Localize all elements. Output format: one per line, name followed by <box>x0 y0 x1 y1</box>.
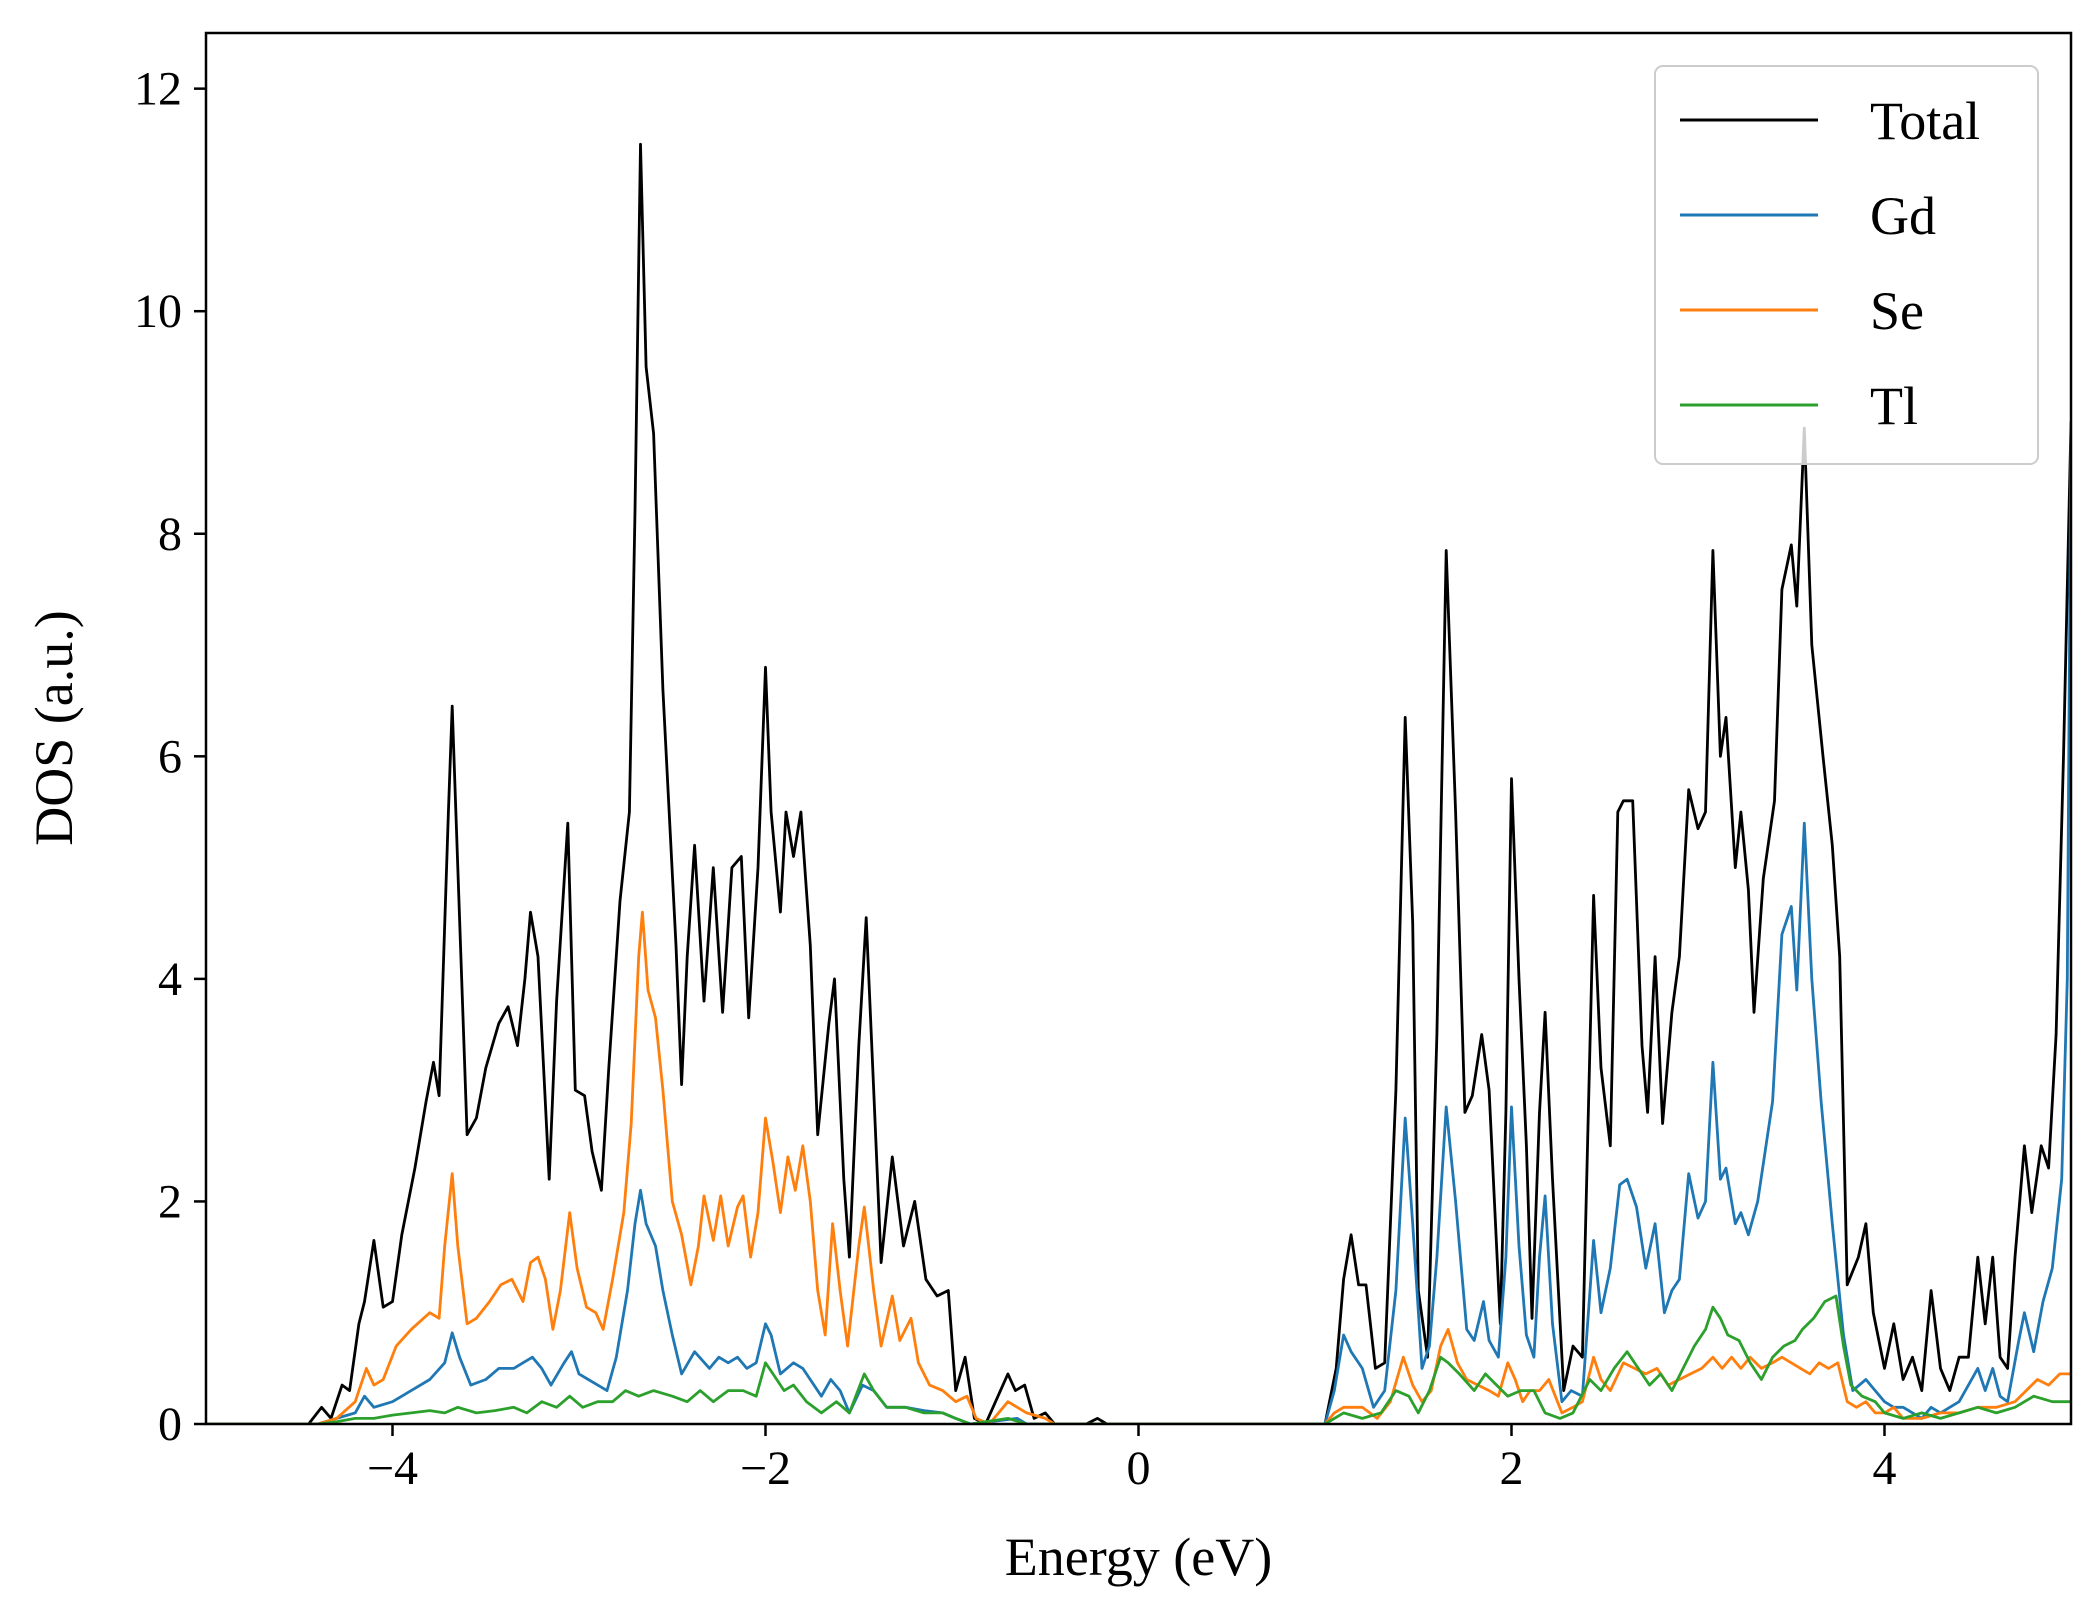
legend-label-gd: Gd <box>1870 186 1936 246</box>
legend-box <box>1654 65 2039 465</box>
y-tick-label: 8 <box>158 508 182 561</box>
x-tick-label: 4 <box>1873 1442 1897 1495</box>
y-axis-label: DOS (a.u.) <box>24 610 84 845</box>
x-tick-label: 2 <box>1500 1442 1524 1495</box>
legend-label-tl: Tl <box>1870 376 1918 436</box>
y-tick-label: 10 <box>134 285 182 338</box>
y-tick-label: 4 <box>158 953 182 1006</box>
tick-layer: −4 −2 0 2 4 0 2 4 6 8 10 12 <box>134 63 1897 1495</box>
legend-label-total: Total <box>1870 91 1980 151</box>
series-line-gd <box>206 421 2071 1424</box>
y-tick-label: 12 <box>134 63 182 116</box>
x-axis-label: Energy (eV) <box>1005 1527 1272 1587</box>
x-tick-label: −4 <box>367 1442 418 1495</box>
series-line-total <box>206 142 2071 1424</box>
y-tick-label: 6 <box>158 730 182 783</box>
legend-label-se: Se <box>1870 281 1924 341</box>
x-tick-label: −2 <box>740 1442 791 1495</box>
x-tick-label: 0 <box>1127 1442 1151 1495</box>
legend: Total Gd Se Tl <box>1654 65 2039 465</box>
y-tick-label: 2 <box>158 1175 182 1228</box>
series-line-tl <box>206 1294 2071 1424</box>
series-layer <box>206 142 2071 1424</box>
y-tick-label: 0 <box>158 1398 182 1451</box>
